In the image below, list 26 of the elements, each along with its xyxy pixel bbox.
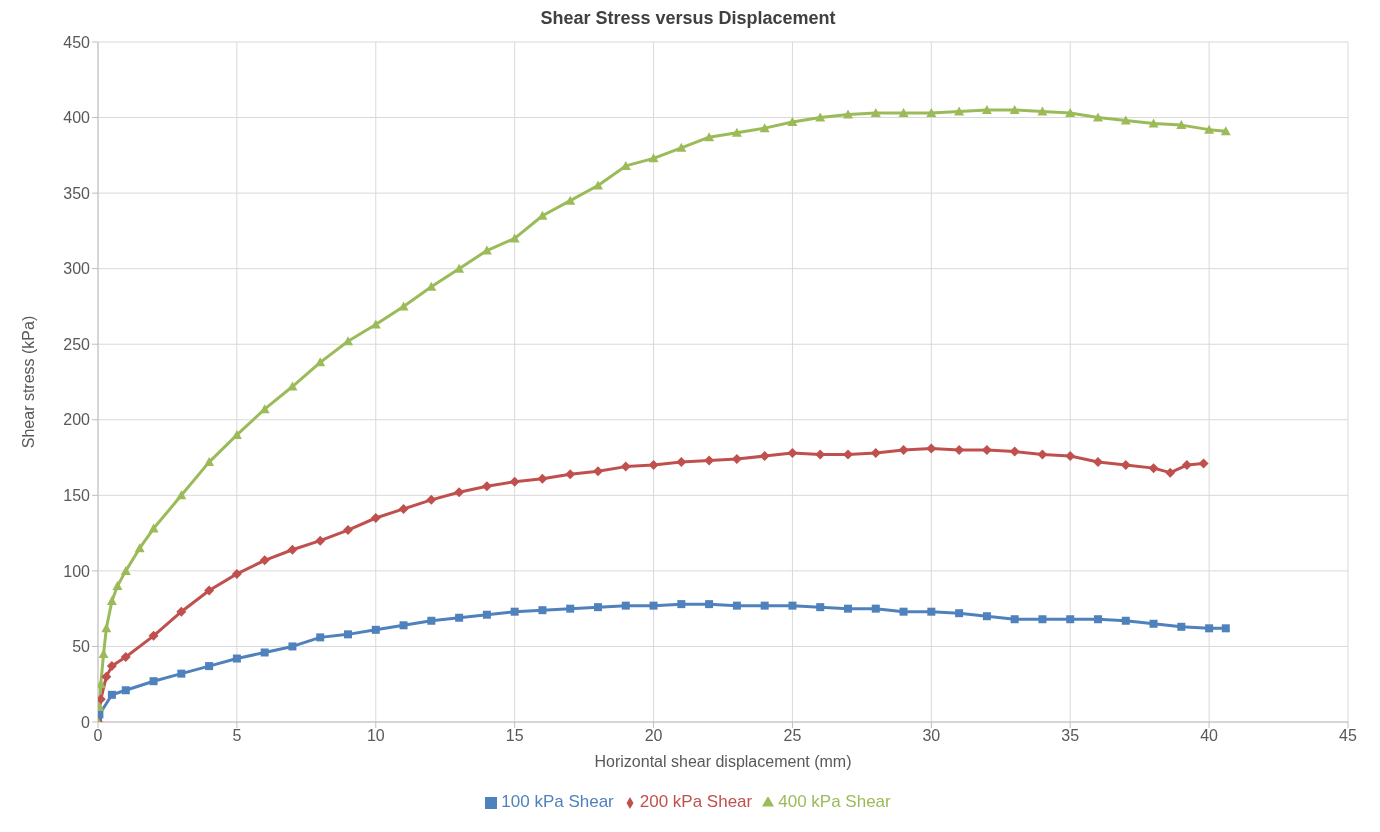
x-tick-label: 15 <box>505 727 524 745</box>
y-axis-title: Shear stress (kPa) <box>19 315 37 449</box>
legend-label: 200 kPa Shear <box>639 792 753 811</box>
x-tick-label: 35 <box>1061 727 1080 745</box>
legend-label: 400 kPa Shear <box>778 792 891 811</box>
x-tick-label: 25 <box>783 727 802 745</box>
x-tick-label: 40 <box>1200 727 1219 745</box>
x-tick-label: 0 <box>93 727 103 745</box>
x-tick-label: 30 <box>922 727 941 745</box>
x-tick-label: 45 <box>1339 727 1357 745</box>
y-tick-label: 250 <box>63 335 91 353</box>
x-tick-label: 20 <box>644 727 663 745</box>
y-tick-label: 0 <box>81 713 91 731</box>
y-tick-label: 450 <box>63 33 91 51</box>
y-tick-label: 300 <box>63 260 91 278</box>
x-axis-title: Horizontal shear displacement (mm) <box>594 753 852 770</box>
y-tick-label: 50 <box>72 638 91 656</box>
x-tick-label: 5 <box>232 727 242 745</box>
x-tick-label: 10 <box>366 727 385 745</box>
legend-label: 100 kPa Shear <box>501 792 614 811</box>
y-tick-label: 350 <box>63 184 91 202</box>
y-tick-label: 100 <box>63 562 91 580</box>
y-tick-label: 400 <box>63 109 91 127</box>
y-tick-label: 150 <box>63 487 91 505</box>
y-tick-label: 200 <box>63 411 91 429</box>
chart-title: Shear Stress versus Displacement <box>539 8 837 30</box>
